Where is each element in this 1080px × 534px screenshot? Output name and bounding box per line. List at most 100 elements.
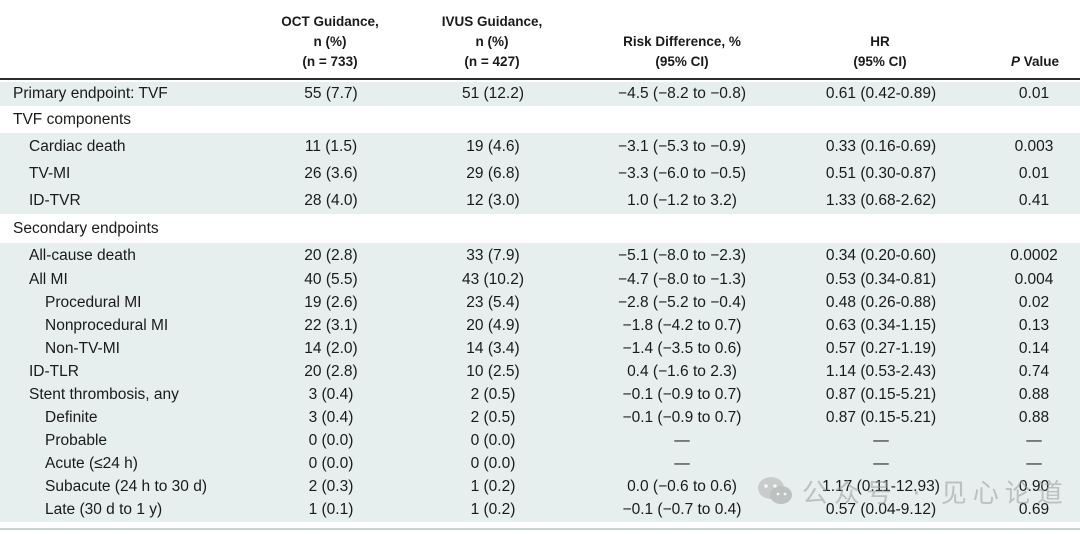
header-oct-line-1: OCT Guidance,	[281, 14, 379, 29]
cell-hr: 0.57 (0.27-1.19)	[825, 340, 937, 357]
cell-oct: 2 (0.3)	[308, 478, 354, 495]
row-label: TVF components	[13, 111, 132, 128]
cell-p: 0.41	[1018, 192, 1050, 209]
header-hr-line-1: HR	[870, 34, 890, 49]
row-label: All MI	[29, 271, 68, 288]
cell-hr: 0.33 (0.16-0.69)	[825, 138, 937, 155]
cell-ivus: 0 (0.0)	[470, 455, 516, 472]
cell-oct: 28 (4.0)	[304, 192, 358, 209]
cell-p: 0.003	[1014, 138, 1054, 155]
table-row: ID-TVR 28 (4.0) 12 (3.0) 1.0 (−1.2 to 3.2) 1…	[0, 187, 1080, 214]
cell-oct: 20 (2.8)	[304, 247, 358, 264]
header-risk-line-1: Risk Difference, %	[623, 34, 741, 49]
row-label: Secondary endpoints	[13, 220, 159, 237]
row-label: Late (30 d to 1 y)	[45, 501, 163, 518]
cell-p: 0.13	[1018, 317, 1050, 334]
cell-risk: −1.8 (−4.2 to 0.7)	[622, 317, 742, 334]
cell-risk: −0.1 (−0.9 to 0.7)	[622, 409, 742, 426]
cell-risk: −0.1 (−0.7 to 0.4)	[622, 501, 742, 518]
cell-ivus: 23 (5.4)	[466, 294, 520, 311]
cell-oct: 40 (5.5)	[304, 271, 358, 288]
row-label: Primary endpoint: TVF	[13, 85, 168, 102]
row-label: ID-TVR	[29, 192, 81, 209]
cell-ivus: 29 (6.8)	[466, 165, 520, 182]
cell-risk: −3.1 (−5.3 to −0.9)	[618, 138, 746, 155]
row-label: All-cause death	[29, 247, 136, 264]
cell-hr: 0.48 (0.26-0.88)	[825, 294, 937, 311]
table-row: Primary endpoint: TVF 55 (7.7) 51 (12.2) −4…	[0, 82, 1080, 106]
table-row: Secondary endpoints	[0, 214, 1080, 243]
cell-hr: 0.61 (0.42-0.89)	[825, 85, 937, 102]
cell-oct: 3 (0.4)	[308, 386, 354, 403]
cell-hr: 0.87 (0.15-5.21)	[825, 409, 937, 426]
row-label: Non-TV-MI	[45, 340, 120, 357]
row-label: Procedural MI	[45, 294, 142, 311]
cell-risk: 0.0 (−0.6 to 0.6)	[627, 478, 737, 495]
cell-p: 0.0002	[1010, 247, 1058, 264]
cell-hr: 0.63 (0.34-1.15)	[825, 317, 937, 334]
header-p-value: P Value	[990, 52, 1080, 72]
header-p-label: P Value	[1010, 54, 1060, 69]
header-ivus-line-2: n (%)	[475, 34, 509, 49]
header-ivus-guidance: IVUS Guidance, n (%) (n = 427)	[412, 12, 572, 72]
header-oct-line-3: (n = 733)	[302, 54, 358, 69]
row-label: Subacute (24 h to 30 d)	[45, 478, 208, 495]
cell-hr: 0.51 (0.30-0.87)	[825, 165, 937, 182]
cell-oct: 14 (2.0)	[304, 340, 358, 357]
table-row: Stent thrombosis, any 3 (0.4) 2 (0.5) −0.1 …	[0, 383, 1080, 406]
cell-hr: 1.33 (0.68-2.62)	[825, 192, 937, 209]
cell-ivus: 51 (12.2)	[461, 85, 525, 102]
cell-p: 0.01	[1018, 85, 1050, 102]
table-row: TV-MI 26 (3.6) 29 (6.8) −3.3 (−6.0 to −0.5)…	[0, 160, 1080, 187]
table-row: Non-TV-MI 14 (2.0) 14 (3.4) −1.4 (−3.5 to 0…	[0, 337, 1080, 360]
cell-risk: −4.5 (−8.2 to −0.8)	[618, 85, 746, 102]
cell-ivus: 19 (4.6)	[466, 138, 520, 155]
header-ivus-line-3: (n = 427)	[464, 54, 520, 69]
cell-risk: —	[674, 432, 690, 449]
row-label: TV-MI	[29, 165, 71, 182]
table-bottom-rule	[0, 528, 1080, 530]
cell-p: 0.88	[1018, 409, 1050, 426]
row-label: Acute (≤24 h)	[45, 455, 138, 472]
cell-hr: 0.87 (0.15-5.21)	[825, 386, 937, 403]
cell-oct: 11 (1.5)	[304, 138, 358, 155]
cell-ivus: 2 (0.5)	[470, 386, 516, 403]
cell-risk: 1.0 (−1.2 to 3.2)	[627, 192, 737, 209]
cell-risk: 0.4 (−1.6 to 2.3)	[627, 363, 737, 380]
table-row: Definite 3 (0.4) 2 (0.5) −0.1 (−0.9 to 0.7)…	[0, 406, 1080, 429]
cell-hr: 0.57 (0.04-9.12)	[825, 501, 937, 518]
row-label: ID-TLR	[29, 363, 79, 380]
cell-p: 0.14	[1018, 340, 1050, 357]
table-row: All-cause death 20 (2.8) 33 (7.9) −5.1 (−8.…	[0, 243, 1080, 268]
cell-oct: 19 (2.6)	[304, 294, 358, 311]
cell-oct: 22 (3.1)	[304, 317, 358, 334]
cell-oct: 26 (3.6)	[304, 165, 358, 182]
table-row: TVF components	[0, 106, 1080, 133]
cell-ivus: 0 (0.0)	[470, 432, 516, 449]
cell-oct: 55 (7.7)	[304, 85, 358, 102]
row-label: Stent thrombosis, any	[29, 386, 179, 403]
row-label: Cardiac death	[29, 138, 126, 155]
cell-ivus: 2 (0.5)	[470, 409, 516, 426]
cell-risk: −4.7 (−8.0 to −1.3)	[618, 271, 746, 288]
cell-risk: −1.4 (−3.5 to 0.6)	[622, 340, 742, 357]
table-row: ID-TLR 20 (2.8) 10 (2.5) 0.4 (−1.6 to 2.3) 1…	[0, 360, 1080, 383]
cell-p: —	[1026, 432, 1042, 449]
table-row: Nonprocedural MI 22 (3.1) 20 (4.9) −1.8 (−4…	[0, 314, 1080, 337]
table-row: Late (30 d to 1 y) 1 (0.1) 1 (0.2) −0.1 (−0…	[0, 498, 1080, 522]
cell-risk: −3.3 (−6.0 to −0.5)	[618, 165, 746, 182]
cell-ivus: 33 (7.9)	[466, 247, 520, 264]
cell-p: 0.01	[1018, 165, 1050, 182]
cell-ivus: 20 (4.9)	[466, 317, 520, 334]
header-oct-guidance: OCT Guidance, n (%) (n = 733)	[250, 12, 410, 72]
cell-ivus: 12 (3.0)	[466, 192, 520, 209]
cell-risk: −5.1 (−8.0 to −2.3)	[618, 247, 746, 264]
cell-hr: —	[873, 455, 889, 472]
row-label: Definite	[45, 409, 98, 426]
cell-risk: —	[674, 455, 690, 472]
row-label: Probable	[45, 432, 108, 449]
table-row: All MI 40 (5.5) 43 (10.2) −4.7 (−8.0 to −1.…	[0, 268, 1080, 291]
table-row: Subacute (24 h to 30 d) 2 (0.3) 1 (0.2) 0.0…	[0, 475, 1080, 498]
cell-ivus: 43 (10.2)	[461, 271, 525, 288]
